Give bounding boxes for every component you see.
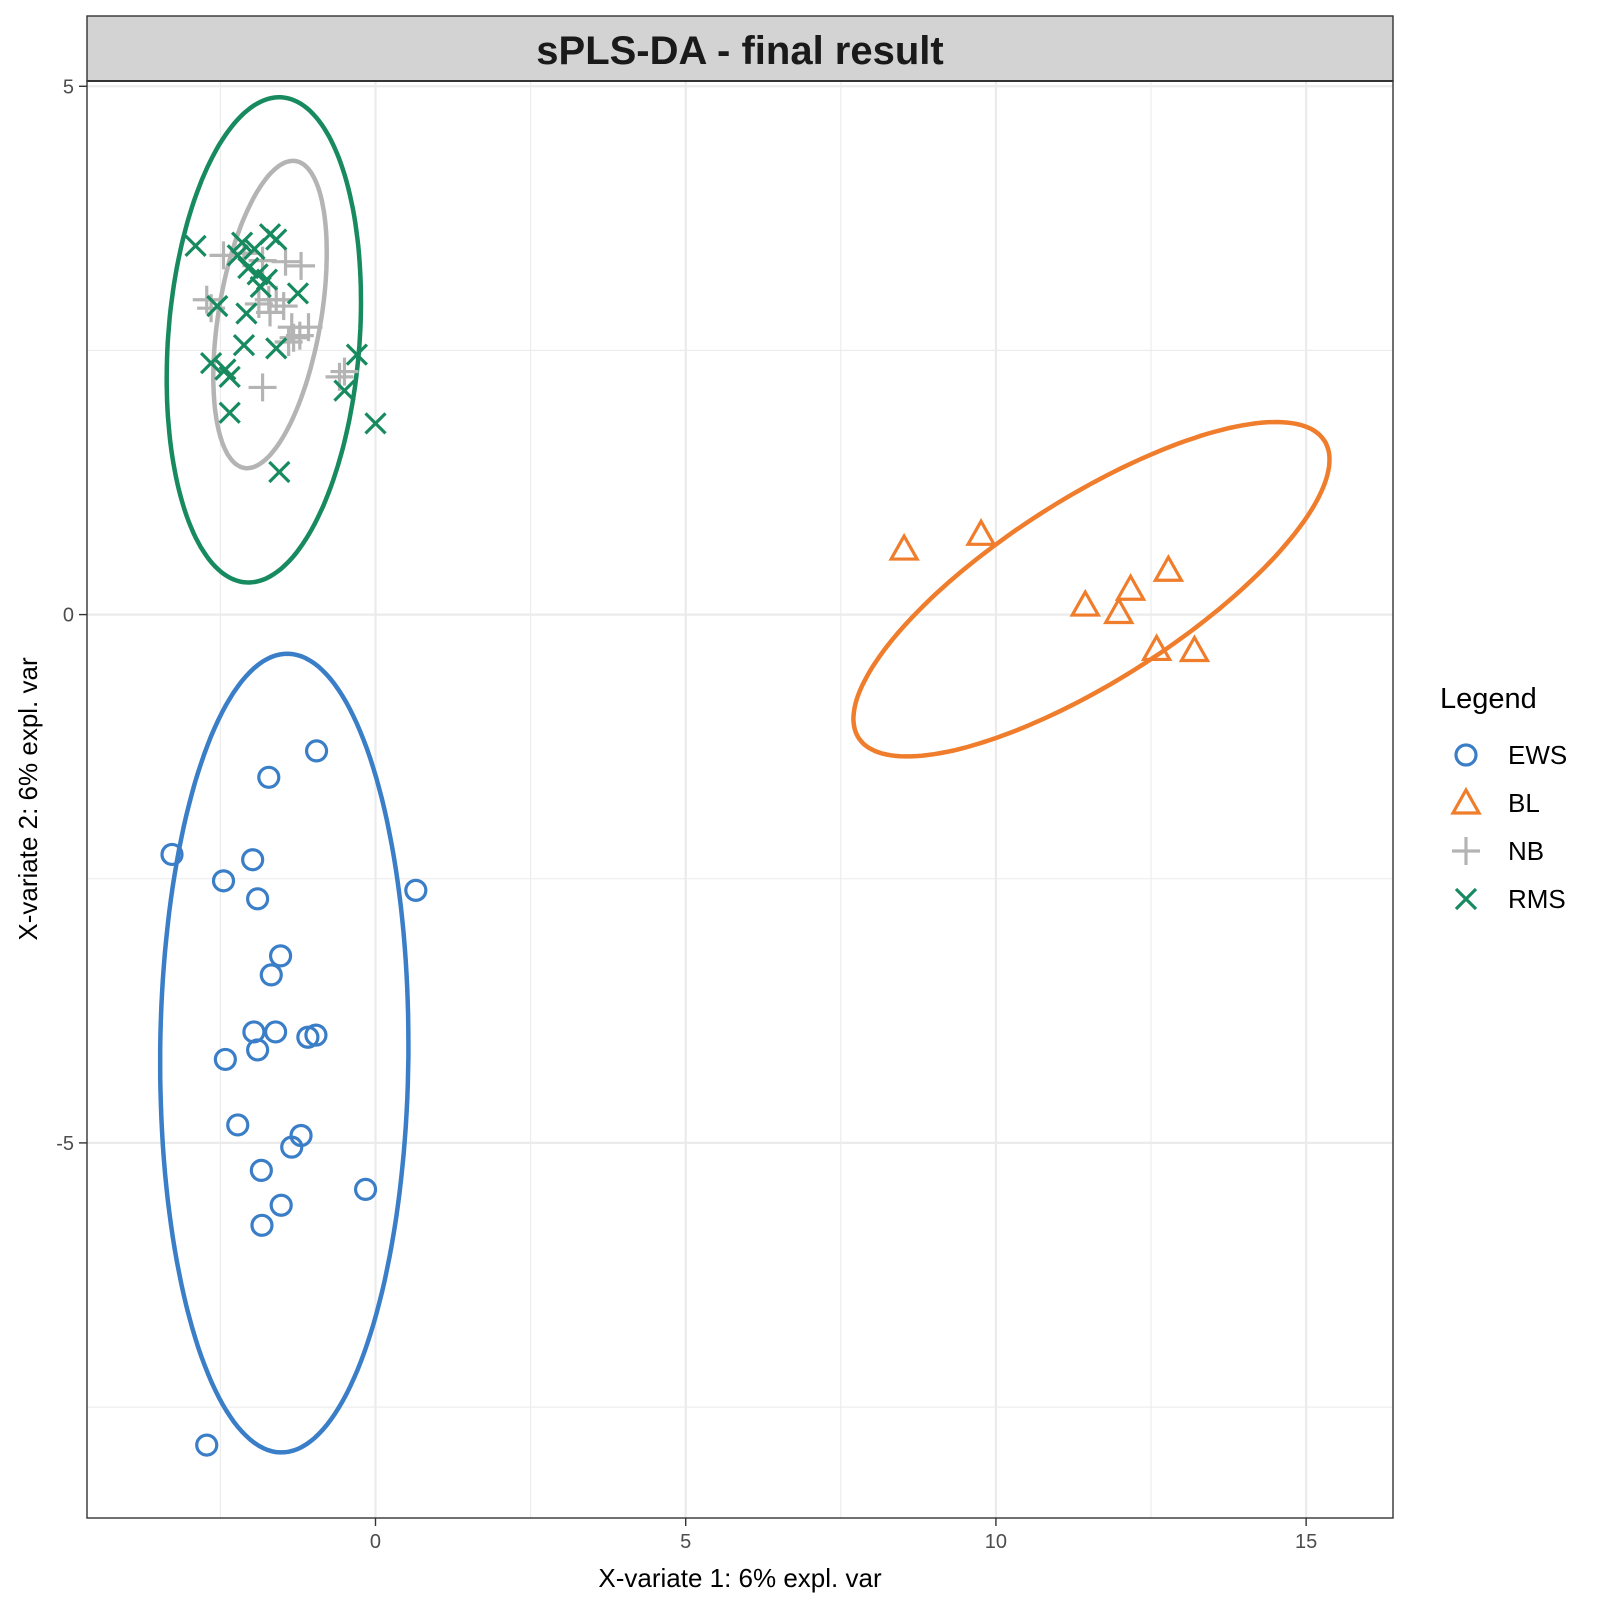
point-rms: [333, 379, 356, 402]
point-bl: [965, 518, 997, 546]
x-tick-label: 10: [985, 1531, 1007, 1553]
x-axis-title: X-variate 1: 6% expl. var: [598, 1563, 882, 1593]
point-bl: [1114, 572, 1147, 601]
x-tick-label: 15: [1295, 1531, 1317, 1553]
point-nb: [330, 357, 359, 386]
legend-label-bl: BL: [1508, 788, 1540, 818]
point-rms: [237, 256, 260, 280]
point-ews: [353, 1177, 378, 1201]
point-nb: [256, 298, 285, 327]
point-nb: [262, 285, 291, 314]
point-bl: [1103, 596, 1135, 625]
point-ews: [404, 878, 428, 902]
point-ews: [268, 944, 293, 968]
point-nb: [274, 327, 303, 356]
legend-label-ews: EWS: [1508, 740, 1567, 770]
y-tick-label: -5: [56, 1133, 74, 1155]
confidence-ellipses: [157, 95, 1332, 1455]
legend-label-nb: NB: [1508, 836, 1544, 866]
ellipse-bl: [851, 419, 1332, 759]
point-rms: [235, 302, 258, 325]
point-rms: [265, 337, 288, 360]
x-axis-ticks: 0 5 10 15: [370, 1518, 1317, 1553]
point-nb: [209, 241, 238, 270]
point-ews: [264, 1020, 288, 1044]
point-ews: [280, 1135, 304, 1159]
point-rms: [249, 275, 272, 299]
point-rms: [232, 334, 256, 357]
point-ews: [257, 765, 281, 789]
grid-major: [87, 81, 1393, 1518]
data-points: [160, 223, 1211, 1457]
point-rms: [184, 234, 207, 257]
point-bl: [1152, 553, 1185, 582]
x-tick-label: 0: [370, 1531, 381, 1553]
point-bl: [1069, 588, 1102, 617]
point-rms: [230, 231, 254, 254]
legend: Legend EWS BL NB RMS: [1440, 683, 1567, 914]
point-rms: [364, 412, 387, 435]
legend-entries: EWS BL NB RMS: [1450, 740, 1567, 914]
y-axis-ticks: -5 0 5: [56, 76, 87, 1155]
ellipse-nb: [211, 158, 329, 471]
point-ews: [304, 739, 329, 763]
point-ews: [304, 1023, 328, 1047]
point-nb: [269, 292, 298, 321]
point-ews: [269, 1193, 293, 1217]
point-rms: [345, 343, 369, 366]
legend-label-rms: RMS: [1508, 884, 1566, 914]
point-ews: [213, 1047, 237, 1072]
chart-title: sPLS-DA - final result: [536, 29, 943, 73]
point-nb: [248, 373, 277, 402]
x-tick-label: 5: [680, 1531, 691, 1553]
point-ews: [241, 848, 265, 872]
legend-key-bl: [1450, 786, 1482, 815]
point-rms: [218, 365, 241, 388]
point-ews: [226, 1113, 250, 1137]
grid-minor: [87, 81, 1393, 1518]
point-ews: [211, 869, 236, 893]
legend-key-ews: [1454, 743, 1478, 767]
point-ews: [259, 963, 283, 987]
point-ews: [249, 1158, 273, 1182]
plot-panel: [87, 81, 1393, 1518]
point-nb: [294, 313, 323, 342]
y-tick-label: 0: [63, 605, 74, 627]
legend-key-rms: [1454, 887, 1478, 911]
y-axis-title: X-variate 2: 6% expl. var: [13, 657, 43, 941]
point-rms: [268, 460, 291, 484]
point-nb: [271, 247, 300, 276]
point-nb: [192, 285, 221, 314]
point-ews: [195, 1433, 219, 1457]
point-ews: [250, 1213, 274, 1237]
point-bl: [888, 532, 920, 561]
point-rms: [199, 351, 223, 375]
point-rms: [265, 228, 288, 251]
legend-key-nb: [1452, 837, 1480, 865]
ellipse-rms: [164, 95, 364, 585]
point-nb: [279, 323, 308, 352]
y-tick-label: 5: [63, 76, 74, 98]
ellipse-ews: [157, 651, 411, 1455]
point-bl: [1140, 633, 1173, 662]
point-rms: [218, 401, 241, 424]
point-ews: [246, 887, 270, 911]
point-nb: [287, 251, 316, 280]
legend-title: Legend: [1440, 683, 1537, 715]
point-ews: [160, 842, 184, 867]
point-bl: [1178, 634, 1211, 663]
point-rms: [286, 282, 310, 305]
title-strip: [86, 15, 1394, 82]
point-rms: [206, 294, 229, 318]
point-ews: [246, 1038, 270, 1062]
